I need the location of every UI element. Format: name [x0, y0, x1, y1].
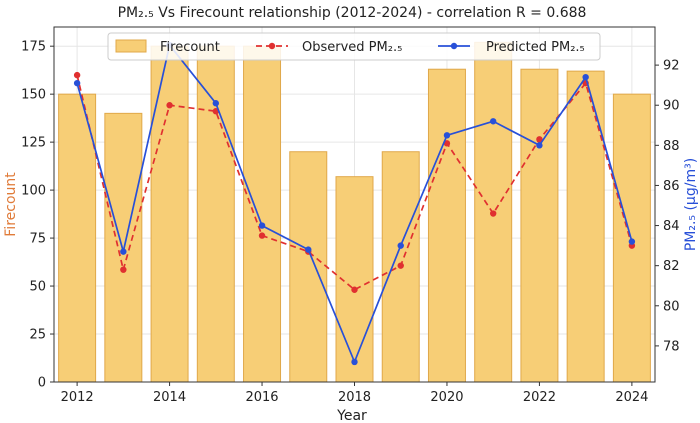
legend-predicted-label: Predicted PM₂.₅	[486, 40, 585, 55]
y-right-tick-label: 80	[663, 299, 680, 314]
y-right-tick-label: 92	[663, 59, 680, 74]
point-observed-2018	[351, 286, 358, 293]
legend-predicted-marker	[450, 42, 458, 50]
point-observed-2013	[120, 266, 127, 273]
x-tick-label: 2018	[338, 390, 371, 405]
point-observed-2022	[536, 136, 543, 143]
x-tick-label: 2014	[153, 390, 186, 405]
x-tick-label: 2020	[430, 390, 463, 405]
legend-observed-marker	[268, 42, 276, 50]
x-tick-label: 2024	[615, 390, 648, 405]
point-observed-2016	[258, 232, 266, 239]
point-observed-2012	[73, 71, 81, 79]
y-left-tick-label: 175	[21, 40, 46, 55]
y-axis-right-label: PM₂.₅ (μg/m³)	[683, 158, 699, 251]
bar-firecount-2020	[427, 68, 466, 383]
bar-firecount-2018	[335, 176, 374, 383]
chart-title: PM₂.₅ Vs Firecount relationship (2012-20…	[118, 5, 587, 21]
point-observed-2021	[489, 210, 497, 217]
legend-observed-label: Observed PM₂.₅	[302, 40, 402, 55]
point-predicted-2018	[351, 358, 358, 366]
point-predicted-2017	[305, 246, 312, 253]
axes-layer: 0 25 50 75 100 125 150 175 78 80 82 84 86 88 90 92 2012 2…	[21, 40, 679, 405]
y-left-tick-label: 125	[21, 136, 46, 151]
point-predicted-2020	[443, 132, 451, 139]
y-right-tick-label: 78	[663, 339, 680, 354]
bar-firecount-2023	[566, 70, 605, 383]
y-left-tick-label: 25	[29, 328, 46, 343]
x-tick-label: 2022	[523, 390, 556, 405]
point-observed-2014	[166, 102, 173, 109]
bar-firecount-2022	[520, 68, 559, 383]
bar-firecount-2014	[150, 45, 189, 383]
y-axis-left-label: Firecount	[3, 172, 19, 237]
legend-firecount-swatch	[115, 39, 147, 53]
point-predicted-2022	[536, 142, 543, 149]
y-right-tick-label: 82	[663, 259, 680, 274]
bar-firecount-2016	[243, 45, 282, 383]
point-predicted-2015	[212, 100, 220, 107]
point-observed-2019	[397, 262, 404, 269]
y-right-tick-label: 86	[663, 179, 680, 194]
bar-firecount-2015	[196, 45, 235, 383]
bar-firecount-2024	[612, 93, 651, 383]
point-predicted-2021	[489, 118, 497, 125]
point-observed-2020	[443, 140, 451, 147]
point-predicted-2016	[258, 222, 266, 229]
y-left-tick-label: 150	[21, 88, 46, 103]
point-predicted-2012	[73, 79, 81, 87]
point-predicted-2023	[582, 73, 589, 81]
bar-firecount-2017	[289, 151, 328, 383]
legend-firecount-label: Firecount	[160, 40, 220, 55]
y-right-tick-label: 84	[663, 219, 680, 234]
legend-box	[107, 32, 601, 61]
y-right-tick-label: 90	[663, 99, 680, 114]
x-tick-label: 2012	[61, 390, 94, 405]
y-left-tick-label: 100	[21, 184, 46, 199]
point-predicted-2013	[120, 248, 127, 255]
x-axis-label: Year	[336, 408, 367, 423]
y-left-tick-label: 50	[29, 280, 46, 295]
y-left-tick-label: 0	[38, 376, 46, 391]
y-left-tick-label: 75	[29, 232, 46, 247]
point-predicted-2019	[397, 242, 404, 249]
legend: Firecount Observed PM₂.₅ Predicted PM₂.₅	[107, 32, 601, 61]
x-tick-label: 2016	[245, 390, 278, 405]
point-predicted-2024	[628, 238, 636, 245]
y-right-tick-label: 88	[663, 139, 680, 154]
bar-firecount-2012	[58, 93, 97, 383]
